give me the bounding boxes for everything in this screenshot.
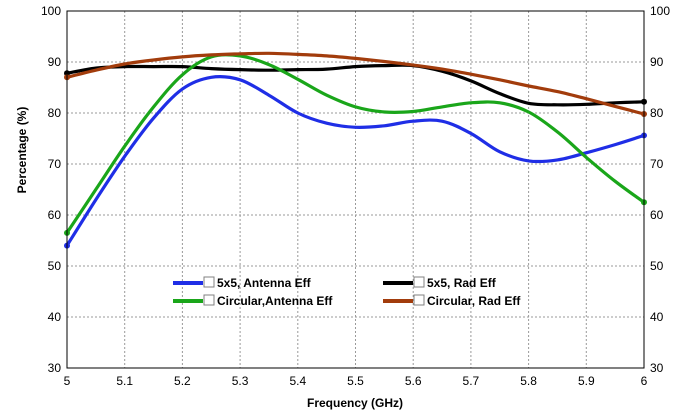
x-tick-label: 5.4: [289, 374, 306, 388]
legend: 5x5, Antenna Eff 5x5, Rad Eff Circular,Ant…: [173, 276, 521, 308]
grid: [67, 11, 644, 368]
legend-label-2: Circular,Antenna Eff: [217, 294, 333, 308]
y-tick-label-right: 90: [650, 55, 664, 69]
y-tick-label-left: 30: [48, 361, 62, 375]
legend-label-3: Circular, Rad Eff: [427, 294, 521, 308]
y-tick-label-left: 80: [48, 106, 62, 120]
y-tick-label-right: 100: [650, 4, 670, 18]
x-tick-label: 5.1: [116, 374, 133, 388]
x-tick-label: 5.6: [405, 374, 422, 388]
y-tick-label-right: 30: [650, 361, 664, 375]
legend-checkbox-2: [203, 294, 215, 306]
x-tick-label: 6: [641, 374, 648, 388]
x-tick-label: 5.5: [347, 374, 364, 388]
series-line-0: [65, 75, 646, 248]
x-tick-label: 5.3: [232, 374, 249, 388]
y-tick-labels-left: 30 40 50 60 70 80 90 100: [41, 4, 61, 375]
x-tick-labels: 5 5.1 5.2 5.3 5.4 5.5 5.6 5.7 5.8 5.9 6: [64, 374, 648, 388]
y-tick-label-right: 80: [650, 106, 664, 120]
series-line-2: [65, 53, 646, 235]
legend-checkbox-3: [413, 294, 425, 306]
y-tick-label-left: 60: [48, 208, 62, 222]
series-line-3: [65, 51, 646, 116]
y-tick-label-right: 70: [650, 157, 664, 171]
legend-checkbox-0: [203, 276, 215, 288]
x-axis-title: Frequency (GHz): [307, 396, 403, 410]
y-tick-label-left: 40: [48, 310, 62, 324]
y-tick-label-right: 60: [650, 208, 664, 222]
x-tick-label: 5.2: [174, 374, 191, 388]
y-tick-label-right: 50: [650, 259, 664, 273]
y-tick-labels-right: 30 40 50 60 70 80 90 100: [650, 4, 670, 375]
y-tick-label-left: 100: [41, 4, 61, 18]
x-tick-label: 5.8: [520, 374, 537, 388]
legend-checkbox-1: [413, 276, 425, 288]
x-tick-label: 5: [64, 374, 71, 388]
y-tick-label-left: 90: [48, 55, 62, 69]
y-tick-label-right: 40: [650, 310, 664, 324]
y-tick-label-left: 50: [48, 259, 62, 273]
y-axis-title: Percentage (%): [15, 107, 29, 194]
legend-label-0: 5x5, Antenna Eff: [217, 276, 312, 290]
plot-frame: [66, 10, 645, 369]
legend-label-1: 5x5, Rad Eff: [427, 276, 497, 290]
x-tick-label: 5.9: [578, 374, 595, 388]
x-tick-label: 5.7: [463, 374, 480, 388]
series-line-1: [65, 63, 646, 107]
series-layer: [64, 51, 647, 249]
y-tick-label-left: 70: [48, 157, 62, 171]
